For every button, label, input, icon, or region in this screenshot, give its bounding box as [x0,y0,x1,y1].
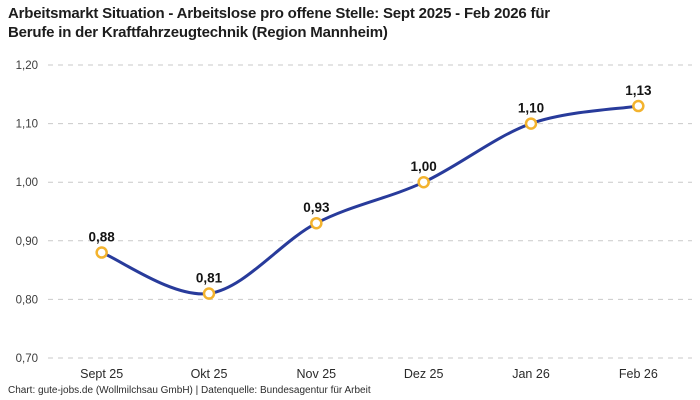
data-point-label: 0,88 [89,230,116,245]
x-axis-tick-labels: Sept 25 Okt 25 Nov 25 Dez 25 Jan 26 Feb 26 [80,367,658,381]
data-point-marker [524,117,538,130]
x-tick-label: Sept 25 [80,367,123,381]
y-tick-label: 0,70 [16,353,38,365]
data-point-label: 0,93 [303,200,330,215]
data-point-label: 0,81 [196,271,223,286]
chart-title-line-2: Berufe in der Kraftfahrzeugtechnik (Regi… [8,24,388,41]
data-point-label: 1,00 [411,159,437,174]
y-tick-label: 0,80 [16,294,38,306]
y-axis-tick-labels: 0,70 0,80 0,90 1,00 1,10 1,20 [16,60,38,365]
chart-title: Arbeitsmarkt Situation - Arbeitslose pro… [8,4,692,42]
y-tick-label: 1,20 [16,60,38,72]
data-points [95,99,645,300]
trend-line [100,104,640,296]
data-point-marker [202,287,216,300]
y-tick-label: 0,90 [16,236,38,248]
x-tick-label: Feb 26 [619,367,658,381]
x-tick-label: Jan 26 [512,367,550,381]
data-point-marker [417,175,430,189]
data-point-marker [95,246,108,259]
data-point-labels: 0,88 0,81 0,93 1,00 1,10 1,13 [89,83,652,286]
x-tick-label: Dez 25 [404,367,444,381]
data-point-marker [632,99,645,113]
gridlines [48,64,692,359]
chart-title-line-1: Arbeitsmarkt Situation - Arbeitslose pro… [8,5,550,22]
data-point-marker [310,216,323,230]
chart-footer-attribution: Chart: gute-jobs.de (Wollmilchsau GmbH) … [8,385,371,396]
data-point-label: 1,13 [625,83,652,98]
x-tick-label: Nov 25 [297,367,337,381]
data-point-label: 1,10 [518,101,544,116]
y-tick-label: 1,00 [16,177,38,189]
y-tick-label: 1,10 [16,119,38,131]
x-tick-label: Okt 25 [191,367,228,381]
